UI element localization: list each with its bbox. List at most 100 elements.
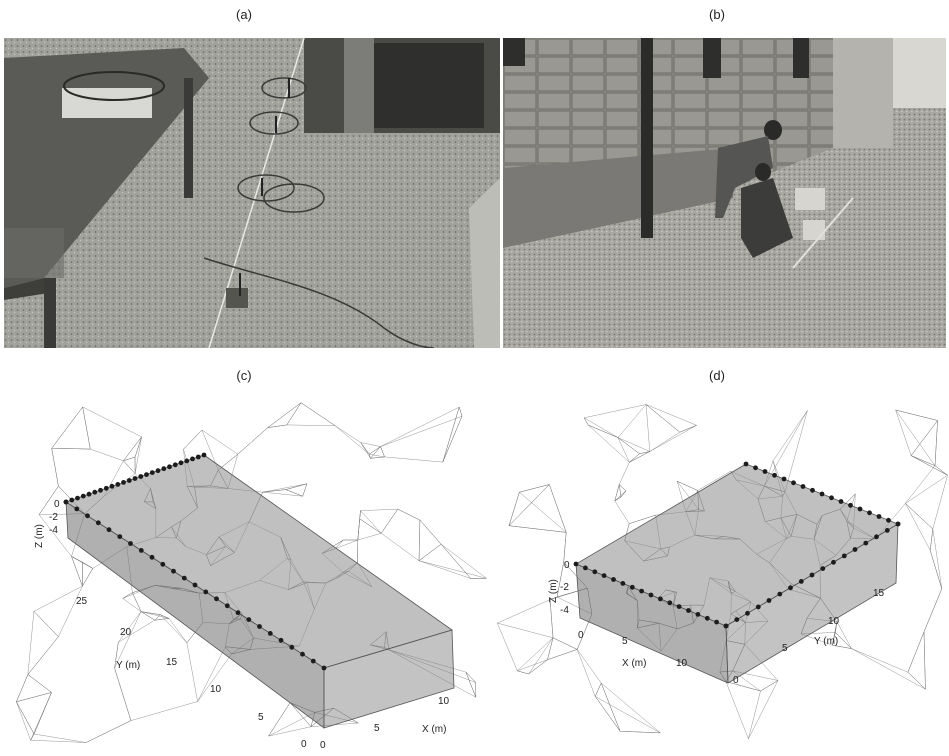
electrode-marker — [144, 472, 149, 477]
mesh-edge — [595, 683, 601, 696]
mesh-edge — [620, 731, 660, 733]
mesh-edge — [773, 411, 807, 461]
mesh-edge — [911, 456, 947, 476]
mesh-edge — [419, 520, 420, 561]
electrode-marker — [858, 507, 863, 512]
mesh-edge — [385, 457, 443, 462]
mesh-edge — [588, 425, 618, 438]
electrode-marker — [745, 611, 750, 616]
mesh-edge — [360, 519, 382, 534]
photo-indoor-survey — [4, 38, 500, 348]
electrode-marker — [886, 518, 891, 523]
photo-outdoor-survey — [503, 38, 946, 348]
c-y-tick-5: 5 — [258, 712, 264, 723]
mesh-edge — [335, 426, 369, 454]
mesh-edge — [155, 618, 169, 620]
mesh-edge — [34, 692, 51, 734]
c-y-axis-title: Y (m) — [116, 660, 140, 671]
mesh-edge — [905, 466, 935, 504]
electrode-marker — [863, 541, 868, 546]
electrode-marker — [820, 566, 825, 571]
mesh-edge — [646, 405, 697, 426]
electrode-marker — [791, 480, 796, 485]
c-y-tick-20: 20 — [120, 627, 132, 638]
electrode-marker — [225, 603, 230, 608]
electrode-marker — [150, 470, 155, 475]
electrode-marker — [583, 566, 588, 571]
mesh-edge — [115, 668, 131, 721]
mesh-edge — [930, 550, 942, 588]
mesh-edge — [466, 672, 476, 697]
electrode-marker — [300, 652, 305, 657]
electrode-marker — [107, 527, 112, 532]
electrode-marker — [602, 573, 607, 578]
mesh-edge — [16, 702, 34, 734]
panel-label-a: (a) — [224, 7, 264, 22]
mesh-edge — [135, 437, 142, 457]
mesh-edge — [680, 425, 697, 432]
electrode-marker — [574, 562, 579, 567]
mesh-edge — [517, 638, 553, 671]
c-z-tick-0: 0 — [54, 499, 60, 510]
electrode-marker — [167, 464, 172, 469]
electrode-marker — [799, 579, 804, 584]
electrode-marker — [592, 569, 597, 574]
mesh-edge — [905, 503, 932, 529]
mesh-edge — [286, 484, 307, 490]
mesh-edge — [509, 485, 549, 526]
mesh-edge — [553, 638, 577, 650]
electrode-marker — [96, 520, 101, 525]
d-z-tick-2: -4 — [560, 605, 569, 616]
mesh-edge — [529, 660, 548, 674]
mesh-edge — [935, 421, 938, 466]
electrode-marker — [810, 488, 815, 493]
mesh-edge — [381, 407, 460, 447]
mesh-edge — [619, 485, 621, 497]
electrode-marker — [885, 528, 890, 533]
electrode-marker — [621, 581, 626, 586]
electrode-marker — [772, 473, 777, 478]
mesh-edge — [52, 407, 83, 448]
electrode-marker — [724, 624, 729, 629]
d-z-tick-1: -2 — [560, 582, 569, 593]
mesh-edge — [361, 443, 381, 447]
mesh-edge — [16, 692, 51, 701]
mesh-edge — [263, 492, 303, 496]
mesh-edge — [123, 461, 135, 474]
mesh-edge — [370, 457, 384, 458]
mesh-edge — [550, 600, 553, 638]
electrode-marker — [896, 522, 901, 527]
mesh-edge — [646, 405, 680, 433]
mesh-edge — [896, 410, 912, 456]
mesh-edge — [443, 407, 459, 462]
mesh-edge — [420, 520, 441, 544]
d-y-tick-0: 0 — [733, 675, 739, 686]
mesh-edge — [646, 405, 650, 452]
mesh-edge — [588, 425, 629, 462]
mesh-edge — [123, 593, 133, 599]
mesh-edge — [34, 611, 59, 636]
mesh-edge — [548, 649, 578, 659]
mesh-model-c: 0 -2 -4 Z (m) 25 20 15 10 5 0 Y (m) 0 5 … — [4, 398, 496, 751]
electrode-marker — [171, 569, 176, 574]
mesh-edge — [141, 612, 169, 619]
mesh-edge — [519, 485, 549, 493]
mesh-edge — [287, 403, 301, 425]
d-y-tick-10: 10 — [828, 616, 840, 627]
mesh-edge — [184, 430, 202, 449]
mesh-edge — [595, 696, 620, 731]
electrode-marker — [179, 460, 184, 465]
electrode-marker — [705, 616, 710, 621]
mesh-edge — [335, 540, 358, 549]
mesh-edge — [238, 428, 268, 455]
c-z-tick-2: -4 — [49, 525, 58, 536]
mesh-edge — [83, 407, 91, 449]
electrode-marker — [64, 500, 69, 505]
mesh-edge — [905, 503, 930, 550]
electrode-marker — [182, 576, 187, 581]
mesh-edge — [358, 519, 360, 540]
mesh-edge — [517, 660, 547, 671]
mesh-edge — [852, 649, 908, 673]
d-z-tick-0: 0 — [564, 560, 570, 571]
photo-outdoor-survey-drawing — [503, 38, 946, 348]
